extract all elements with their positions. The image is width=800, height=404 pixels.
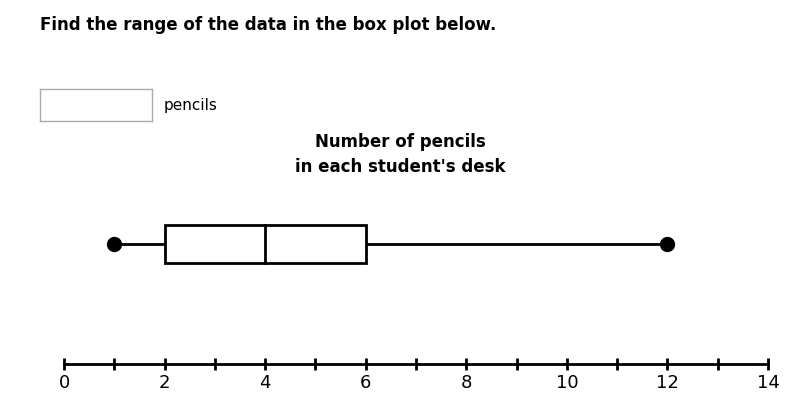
Bar: [165, 225, 366, 263]
Text: Find the range of the data in the box plot below.: Find the range of the data in the box pl…: [40, 16, 496, 34]
Text: pencils: pencils: [164, 97, 218, 113]
Text: Number of pencils
in each student's desk: Number of pencils in each student's desk: [294, 133, 506, 176]
